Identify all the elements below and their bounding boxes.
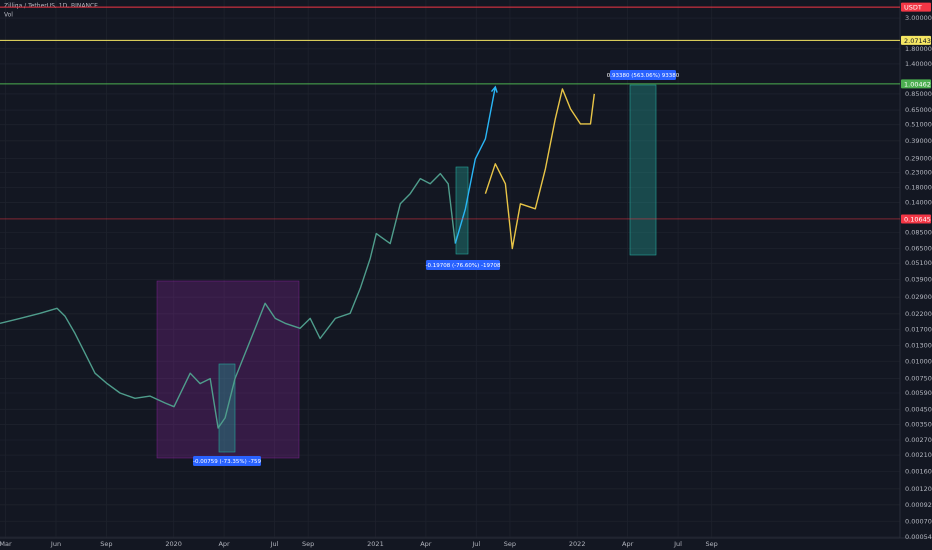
price-label-box bbox=[901, 35, 931, 45]
price-label-box bbox=[901, 214, 931, 224]
x-tick-label: Jul bbox=[673, 540, 682, 548]
y-tick-label: 0.00270 bbox=[905, 436, 932, 444]
y-tick-label: 0.51000 bbox=[905, 121, 932, 129]
y-tick-label: 3.00000 bbox=[905, 14, 932, 22]
range-box bbox=[156, 280, 300, 459]
y-tick-label: 0.00054 bbox=[905, 533, 932, 541]
y-tick-label: 0.05100 bbox=[905, 259, 932, 267]
y-tick-label: 0.00070 bbox=[905, 517, 932, 525]
y-tick-label: 0.03900 bbox=[905, 275, 932, 283]
x-tick-label: Apr bbox=[622, 540, 634, 548]
chart-title: Zilliqa / TetherUS, 1D, BINANCE bbox=[4, 3, 98, 10]
x-tick-label: 2022 bbox=[569, 540, 586, 548]
x-tick-label: Sep bbox=[302, 540, 314, 548]
annotation-box bbox=[426, 260, 500, 270]
price-label-box bbox=[901, 2, 931, 12]
series-line bbox=[484, 88, 595, 250]
x-tick-label: Apr bbox=[218, 540, 230, 548]
y-tick-label: 1.80000 bbox=[905, 45, 932, 53]
x-tick-label: Sep bbox=[100, 540, 112, 548]
annotation: 0.93380 (563.06%) 93380 bbox=[607, 73, 680, 79]
y-tick-label: 0.06500 bbox=[905, 245, 932, 253]
x-tick-label: 2020 bbox=[165, 540, 182, 548]
y-tick-label: 0.39000 bbox=[905, 137, 932, 145]
x-tick-label: Jun bbox=[50, 540, 61, 548]
price-label: 0.10645 bbox=[904, 215, 931, 223]
range-box bbox=[455, 166, 469, 255]
x-tick-label: Sep bbox=[706, 540, 718, 548]
y-tick-label: 0.01000 bbox=[905, 357, 932, 365]
x-tick-label: Mar bbox=[0, 540, 12, 548]
x-tick-label: 2021 bbox=[367, 540, 384, 548]
y-tick-label: 0.65000 bbox=[905, 106, 932, 114]
y-tick-label: 0.01700 bbox=[905, 325, 932, 333]
y-tick-label: 0.00160 bbox=[905, 468, 932, 476]
y-tick-label: 0.23000 bbox=[905, 169, 932, 177]
price-label: 1.00462 bbox=[904, 80, 931, 88]
price-label: 2.07143 bbox=[904, 37, 931, 45]
y-tick-label: 0.00590 bbox=[905, 389, 932, 397]
annotation-box bbox=[610, 70, 676, 80]
y-tick-label: 0.00210 bbox=[905, 451, 932, 459]
arrow-head bbox=[490, 85, 498, 93]
price-label: USDT bbox=[904, 4, 922, 12]
y-tick-label: 0.00450 bbox=[905, 405, 932, 413]
plot bbox=[0, 85, 595, 429]
series-line bbox=[0, 172, 456, 429]
y-tick-label: 0.02900 bbox=[905, 293, 932, 301]
y-tick-label: 0.01300 bbox=[905, 341, 932, 349]
y-tick-label: 0.29000 bbox=[905, 155, 932, 163]
y-tick-label: 0.00750 bbox=[905, 375, 932, 383]
annotation: -0.19708 (-76.60%) -19708 bbox=[426, 263, 501, 269]
y-tick-label: 0.00092 bbox=[905, 501, 932, 509]
y-tick-label: 0.00120 bbox=[905, 485, 932, 493]
y-tick-label: 0.08500 bbox=[905, 228, 932, 236]
series-line bbox=[454, 86, 496, 244]
subtitle: Vol bbox=[4, 12, 13, 19]
x-tick-label: Jul bbox=[471, 540, 480, 548]
annotation-box bbox=[193, 456, 261, 466]
y-tick-label: 1.40000 bbox=[905, 60, 932, 68]
x-tick-label: Jul bbox=[270, 540, 279, 548]
x-tick-label: Apr bbox=[420, 540, 432, 548]
price-label-box bbox=[901, 79, 931, 89]
y-tick-label: 0.00350 bbox=[905, 420, 932, 428]
y-tick-label: 0.02200 bbox=[905, 310, 932, 318]
range-box bbox=[629, 84, 657, 256]
y-tick-label: 0.85000 bbox=[905, 90, 932, 98]
y-tick-label: 0.14000 bbox=[905, 198, 932, 206]
annotation: -0.00759 (-73.35%) -759 bbox=[193, 459, 261, 465]
y-tick-label: 0.18000 bbox=[905, 183, 932, 191]
x-tick-label: Sep bbox=[504, 540, 516, 548]
